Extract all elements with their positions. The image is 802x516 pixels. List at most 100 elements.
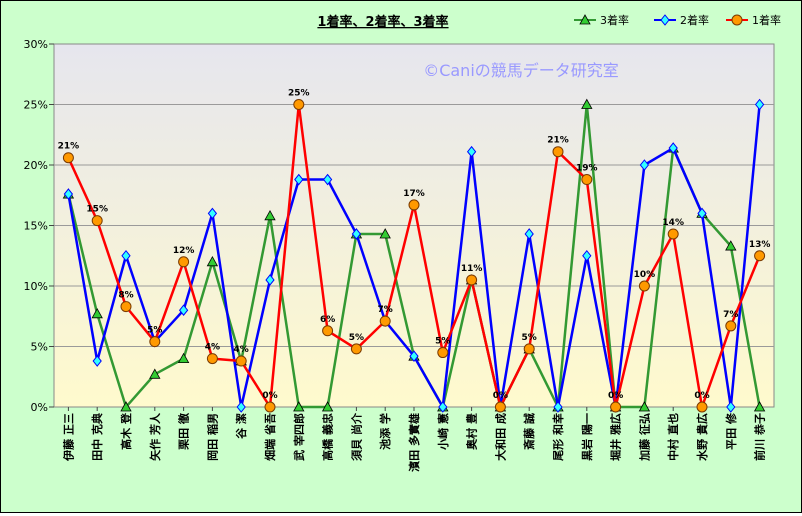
data-point bbox=[91, 215, 103, 227]
x-tick-label: 伊藤 正三 bbox=[61, 413, 75, 462]
data-point bbox=[293, 99, 305, 110]
data-label: 5% bbox=[522, 333, 537, 343]
x-tick-label: 大和田 成 bbox=[493, 413, 507, 461]
data-point bbox=[639, 159, 650, 171]
data-point bbox=[753, 401, 766, 412]
data-point bbox=[408, 199, 420, 211]
legend-swatch-marker bbox=[579, 14, 591, 25]
data-point bbox=[638, 280, 650, 292]
data-point bbox=[725, 240, 737, 251]
y-tick-label: 30% bbox=[24, 38, 48, 51]
legend-label: 3着率 bbox=[600, 13, 629, 27]
legend-swatch-marker bbox=[731, 14, 743, 26]
data-label: 0% bbox=[493, 391, 508, 401]
data-point bbox=[553, 401, 563, 413]
data-point bbox=[264, 401, 276, 413]
x-axis-ticks: 伊藤 正三 田中 克典 高木 登 矢作 芳人 栗田 徹岡田 稲男 谷 潔 畑端 省吾 武 宰四… bbox=[61, 407, 767, 472]
legend-item: 2着率 bbox=[654, 13, 709, 27]
series-3 bbox=[62, 99, 766, 413]
data-point bbox=[265, 274, 275, 286]
x-tick-label: 堀井 雅広 bbox=[609, 413, 623, 461]
data-point bbox=[409, 350, 419, 362]
x-tick-label: 平田 修 bbox=[724, 412, 738, 450]
x-tick-label: 前川 恭子 bbox=[753, 413, 767, 461]
data-labels: 21% 15% 8% 5% 12% 4% 4% 0% 25% 6% 5% 7% 17% 5% 11% 0% 5%… bbox=[58, 89, 771, 402]
data-point bbox=[322, 325, 334, 337]
y-tick-label: 10% bbox=[24, 280, 48, 293]
data-point bbox=[207, 207, 218, 220]
data-point bbox=[466, 274, 478, 286]
x-tick-label: 高木 登 bbox=[119, 412, 133, 450]
data-point bbox=[638, 401, 651, 412]
data-point bbox=[91, 308, 103, 319]
series-layer bbox=[62, 98, 766, 413]
data-label: 5% bbox=[435, 337, 450, 347]
data-label: 10% bbox=[634, 270, 656, 280]
y-tick-label: 5% bbox=[31, 341, 48, 354]
data-point bbox=[667, 228, 679, 240]
data-point bbox=[120, 401, 132, 412]
x-tick-label: 栗田 徹 bbox=[177, 412, 191, 450]
data-point bbox=[581, 98, 593, 109]
x-tick-label: 高橋 義忠 bbox=[321, 413, 335, 461]
x-tick-label: 斎藤 誠 bbox=[522, 413, 536, 450]
data-point bbox=[206, 255, 219, 267]
data-point bbox=[178, 256, 190, 268]
watermark: ©Caniの競馬データ研究室 bbox=[423, 61, 619, 80]
data-point bbox=[206, 353, 218, 365]
data-point bbox=[120, 301, 132, 313]
y-axis-ticks: 0% 5% 10% 15% 20% 25% 30% bbox=[24, 38, 54, 414]
chart-title: 1着率、2着率、3着率 bbox=[317, 14, 448, 30]
data-point bbox=[177, 352, 190, 364]
data-label: 19% bbox=[576, 164, 598, 174]
data-point bbox=[293, 401, 305, 412]
data-point bbox=[581, 174, 593, 186]
data-point bbox=[63, 188, 74, 200]
legend-swatch-marker bbox=[660, 14, 670, 26]
x-tick-label: 谷 潔 bbox=[234, 413, 248, 439]
x-tick-label: 尾形 和幸 bbox=[551, 413, 565, 462]
data-label: 7% bbox=[723, 310, 738, 320]
data-point bbox=[92, 355, 102, 367]
data-point bbox=[552, 146, 564, 158]
data-label: 6% bbox=[320, 315, 335, 325]
data-label: 7% bbox=[378, 305, 393, 315]
data-point bbox=[379, 315, 391, 327]
data-label: 21% bbox=[547, 136, 569, 146]
x-tick-label: 黒岩 陽一 bbox=[580, 413, 594, 461]
x-tick-label: 加藤 征弘 bbox=[637, 413, 651, 462]
data-point bbox=[726, 401, 736, 413]
data-point bbox=[379, 228, 391, 239]
data-point bbox=[610, 401, 622, 413]
x-tick-label: 武 宰四郎 bbox=[292, 413, 306, 461]
data-label: 15% bbox=[86, 205, 108, 215]
x-tick-label: 岡田 稲男 bbox=[205, 413, 219, 461]
data-label: 21% bbox=[58, 142, 80, 152]
y-tick-label: 0% bbox=[31, 401, 48, 414]
data-point bbox=[668, 142, 678, 154]
legend-item: 3着率 bbox=[574, 13, 629, 27]
data-label: 14% bbox=[662, 218, 684, 228]
data-label: 8% bbox=[118, 291, 133, 301]
data-point bbox=[696, 401, 708, 413]
data-point bbox=[149, 368, 161, 379]
data-point bbox=[754, 98, 765, 111]
data-point bbox=[264, 209, 276, 221]
data-point bbox=[524, 228, 534, 240]
data-label: 4% bbox=[234, 345, 249, 355]
data-point bbox=[121, 249, 131, 262]
y-tick-label: 15% bbox=[24, 220, 48, 233]
y-tick-label: 20% bbox=[24, 159, 48, 172]
data-point bbox=[178, 304, 189, 317]
x-tick-label: 須貝 尚介 bbox=[349, 412, 363, 462]
data-point bbox=[236, 401, 246, 413]
data-point bbox=[438, 401, 448, 413]
data-point bbox=[351, 228, 362, 240]
data-point bbox=[725, 320, 737, 332]
x-tick-label: 池添 学 bbox=[378, 413, 392, 450]
x-tick-label: 矢作 芳人 bbox=[148, 412, 162, 461]
data-point bbox=[149, 336, 161, 348]
data-label: 0% bbox=[694, 391, 709, 401]
